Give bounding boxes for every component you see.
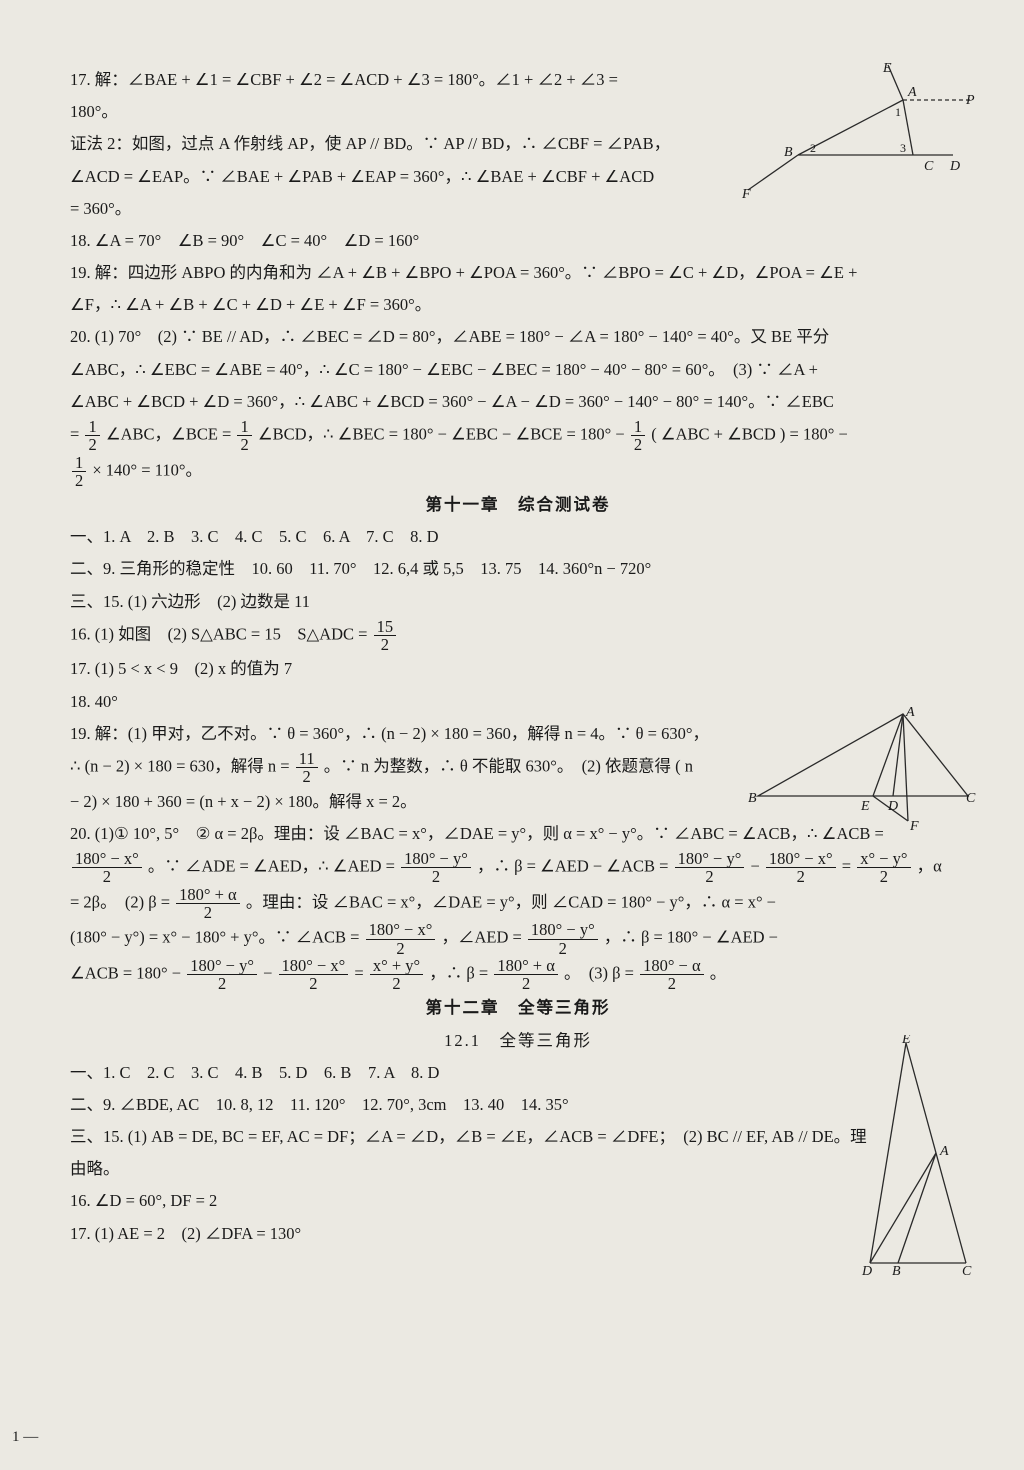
page-number: 1 — (12, 1423, 38, 1452)
q19-line1: 19. 解：四边形 ABPO 的内角和为 ∠A + ∠B + ∠BPO + ∠P… (70, 257, 966, 289)
frac-half-1: 12 (85, 418, 99, 454)
worksheet-page: E A P B C D F 1 2 3 17. 解：∠BAE + ∠1 = ∠C… (0, 0, 1024, 1470)
section-12-title: 第十二章 全等三角形 (70, 992, 966, 1024)
section-12-1-title: 12.1 全等三角形 (70, 1025, 966, 1057)
txt: ∠BCD，∴ ∠BEC = 180° − ∠EBC − ∠BCE = 180° … (258, 424, 629, 443)
txt: ∠ABC，∠BCE = (106, 424, 236, 443)
frac-15-2: 152 (374, 618, 397, 654)
s11-q19b: ∴ (n − 2) × 180 = 630，解得 n = 112 。∵ n 为整… (70, 750, 966, 786)
txt: 。∵ n 为整数，∴ θ 不能取 630°。 (2) 依题意得 ( n (324, 757, 693, 776)
s11-q20b: 180° − x°2 。∵ ∠ADE = ∠AED，∴ ∠AED = 180° … (70, 850, 966, 886)
txt: = (70, 424, 83, 443)
frac-180my-4: 180° − y°2 (187, 957, 257, 993)
label-B: B (892, 1264, 901, 1275)
frac-180my-2: 180° − y°2 (675, 850, 745, 886)
txt: ∴ (n − 2) × 180 = 630，解得 n = (70, 757, 294, 776)
txt: ，∴ β = (429, 963, 492, 982)
txt: ，∠AED = (441, 928, 525, 947)
label-C: C (962, 1264, 972, 1275)
frac-11-2: 112 (296, 750, 318, 786)
section-11-title: 第十一章 综合测试卷 (70, 489, 966, 521)
q18: 18. ∠A = 70° ∠B = 90° ∠C = 40° ∠D = 160° (70, 225, 966, 257)
txt: ，α (917, 857, 942, 876)
q20-line3: ∠ABC + ∠BCD + ∠D = 360°，∴ ∠ABC + ∠BCD = … (70, 386, 966, 418)
label-P: P (965, 93, 975, 108)
s11-q19c: − 2) × 180 + 360 = (n + x − 2) × 180。解得 … (70, 786, 966, 818)
s11-q20e: ∠ACB = 180° − 180° − y°2 − 180° − x°2 = … (70, 957, 966, 993)
s11-q16: 16. (1) 如图 (2) S△ABC = 15 S△ADC = 152 (70, 618, 966, 654)
q20-line2: ∠ABC，∴ ∠EBC = ∠ABE = 40°，∴ ∠C = 180° − ∠… (70, 354, 966, 386)
txt: ∠ACB = 180° − (70, 963, 185, 982)
frac-half-2: 12 (237, 418, 251, 454)
txt: 16. (1) 如图 (2) S△ABC = 15 S△ADC = (70, 624, 372, 643)
s12-q17: 17. (1) AE = 2 (2) ∠DFA = 130° (70, 1218, 966, 1250)
txt: ，∴ β = ∠AED − ∠ACB = (477, 857, 673, 876)
q17-line5: = 360°。 (70, 193, 966, 225)
txt: − (750, 857, 763, 876)
s11-q17: 17. (1) 5 < x < 9 (2) x 的值为 7 (70, 653, 966, 685)
txt: = (842, 857, 855, 876)
txt: 。∵ ∠ADE = ∠AED，∴ ∠AED = (148, 857, 399, 876)
label-D: D (861, 1264, 872, 1275)
q17-line3: 证法 2：如图，过点 A 作射线 AP，使 AP // BD。∵ AP // B… (70, 128, 966, 160)
label-C: C (966, 791, 976, 806)
frac-half-4: 12 (72, 454, 86, 490)
s11-part1: 一、1. A 2. B 3. C 4. C 5. C 6. A 7. C 8. … (70, 521, 966, 553)
q19-line2: ∠F，∴ ∠A + ∠B + ∠C + ∠D + ∠E + ∠F = 360°。 (70, 289, 966, 321)
s12-q15b: 由略。 (70, 1153, 966, 1185)
frac-xpy: x° + y°2 (370, 957, 423, 993)
s11-q20d: (180° − y°) = x° − 180° + y°。∵ ∠ACB = 18… (70, 921, 966, 957)
frac-180pa-1: 180° + α2 (176, 886, 240, 922)
frac-180mx-4: 180° − x°2 (279, 957, 349, 993)
txt: − (263, 963, 276, 982)
txt: 。 (3) β = (564, 963, 638, 982)
txt: × 140° = 110°。 (92, 460, 202, 479)
frac-180pa-2: 180° + α2 (494, 957, 558, 993)
s11-q19a: 19. 解：(1) 甲对，乙不对。∵ θ = 360°，∴ (n − 2) × … (70, 718, 966, 750)
q17-line1: 17. 解：∠BAE + ∠1 = ∠CBF + ∠2 = ∠ACD + ∠3 … (70, 64, 966, 96)
s11-q20c: = 2β。 (2) β = 180° + α2 。理由：设 ∠BAC = x°，… (70, 886, 966, 922)
s12-part2: 二、9. ∠BDE, AC 10. 8, 12 11. 120° 12. 70°… (70, 1089, 966, 1121)
frac-180my-1: 180° − y°2 (401, 850, 471, 886)
s11-q18: 18. 40° (70, 686, 966, 718)
txt: ，∴ β = 180° − ∠AED − (604, 928, 778, 947)
s12-q15a: 三、15. (1) AB = DE, BC = EF, AC = DF；∠A =… (70, 1121, 966, 1153)
s11-q15: 三、15. (1) 六边形 (2) 边数是 11 (70, 586, 966, 618)
txt: 。理由：设 ∠BAC = x°，∠DAE = y°，则 ∠CAD = 180° … (246, 892, 776, 911)
frac-180mx-1: 180° − x°2 (72, 850, 142, 886)
frac-180mx-2: 180° − x°2 (766, 850, 836, 886)
txt: = 2β。 (2) β = (70, 892, 174, 911)
txt: (180° − y°) = x° − 180° + y°。∵ ∠ACB = (70, 928, 364, 947)
q20-line5: 12 × 140° = 110°。 (70, 454, 966, 490)
frac-half-3: 12 (631, 418, 645, 454)
q20-line4: = 12 ∠ABC，∠BCE = 12 ∠BCD，∴ ∠BEC = 180° −… (70, 418, 966, 454)
txt: ( ∠ABC + ∠BCD ) = 180° − (651, 424, 848, 443)
frac-180mx-3: 180° − x°2 (366, 921, 436, 957)
s11-part2: 二、9. 三角形的稳定性 10. 60 11. 70° 12. 6,4 或 5,… (70, 553, 966, 585)
txt: 。 (710, 963, 727, 982)
s12-part1: 一、1. C 2. C 3. C 4. B 5. D 6. B 7. A 8. … (70, 1057, 966, 1089)
q17-line2: 180°。 (70, 96, 966, 128)
q20-line1: 20. (1) 70° (2) ∵ BE // AD，∴ ∠BEC = ∠D =… (70, 321, 966, 353)
s12-q16: 16. ∠D = 60°, DF = 2 (70, 1185, 966, 1217)
frac-180ma: 180° − α2 (640, 957, 704, 993)
frac-xmy: x° − y°2 (857, 850, 910, 886)
s11-q20a: 20. (1)① 10°, 5° ② α = 2β。理由：设 ∠BAC = x°… (70, 818, 966, 850)
q17-line4: ∠ACD = ∠EAP。∵ ∠BAE + ∠PAB + ∠EAP = 360°，… (70, 161, 966, 193)
frac-180my-3: 180° − y°2 (528, 921, 598, 957)
txt: = (354, 963, 367, 982)
